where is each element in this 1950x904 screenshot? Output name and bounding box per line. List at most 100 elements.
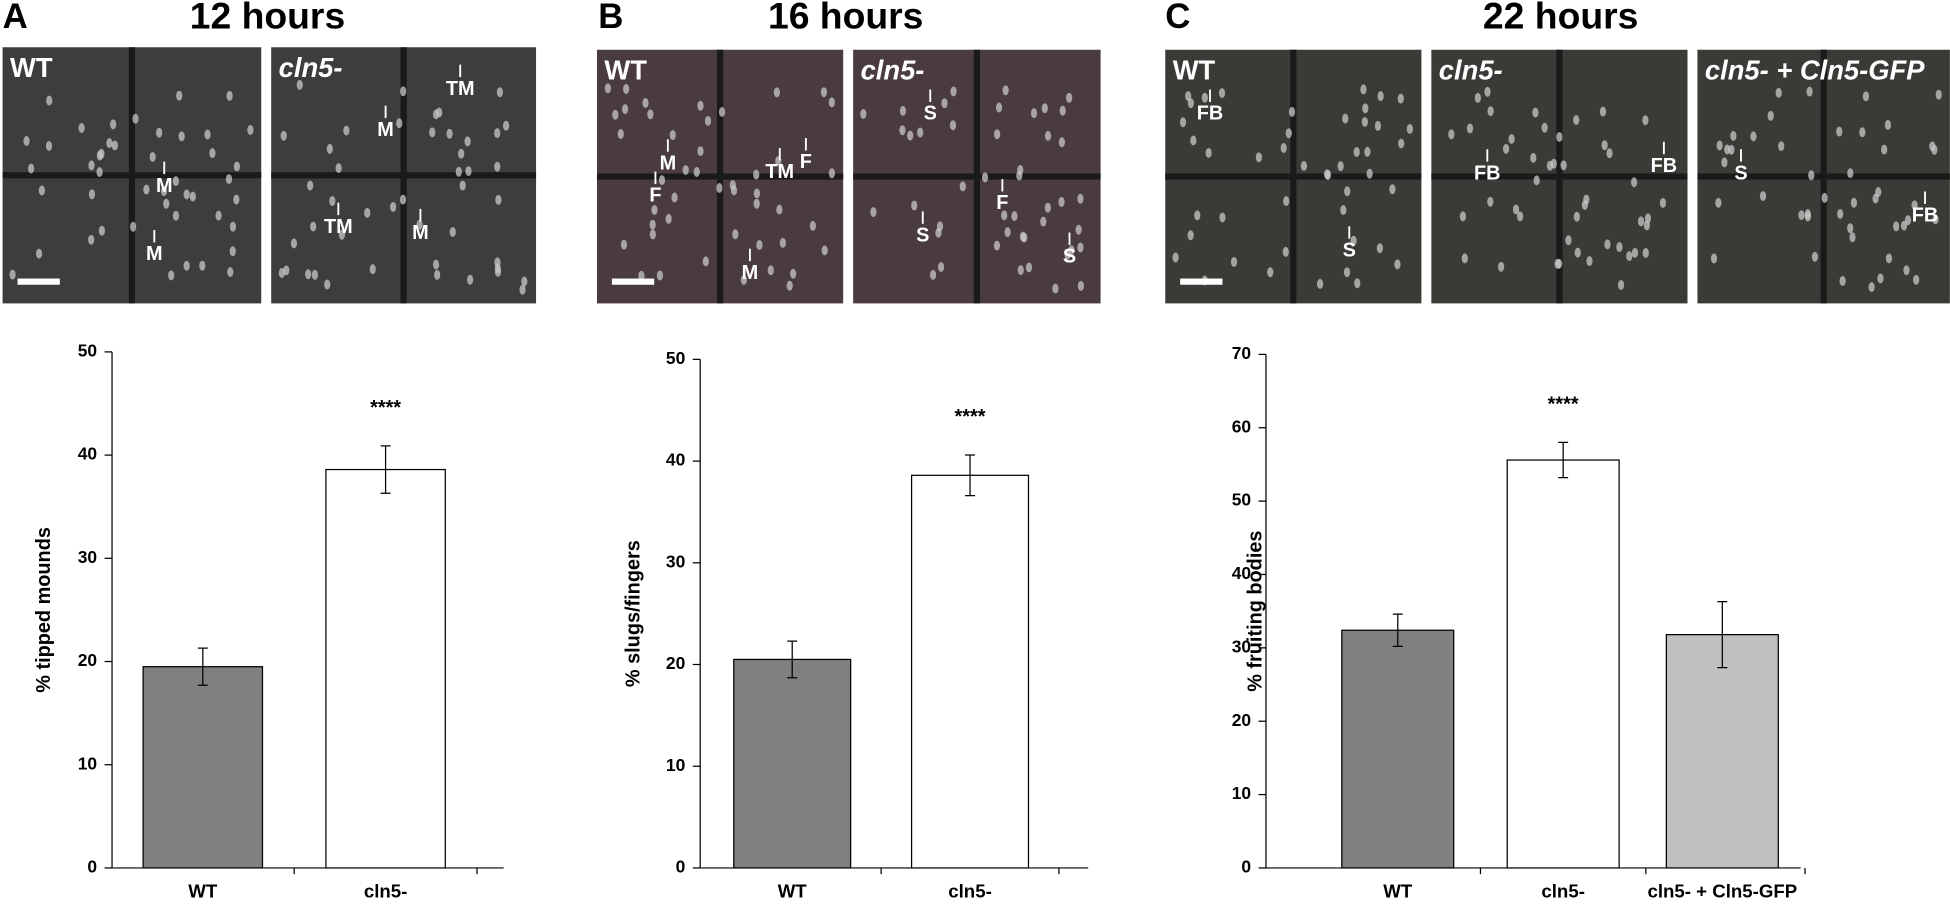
specimen [1884,119,1892,130]
specimen [911,200,918,211]
specimen [311,269,319,280]
specimen [682,165,689,176]
specimen [649,219,656,230]
specimen [753,198,760,209]
specimen [1448,129,1455,140]
specimen [1487,106,1494,117]
specimen [1904,215,1912,226]
specimen [1574,247,1581,258]
specimen [88,160,95,171]
specimen [929,269,937,280]
specimen [1267,267,1274,278]
specimen [1601,140,1608,151]
specimen [649,229,656,240]
specimen [199,260,206,271]
specimen [1642,247,1649,258]
y-tick-label: 0 [676,857,686,877]
panel-title: 12 hours [190,0,345,37]
y-tick-label: 60 [1232,416,1251,436]
x-tick-label: cln5- [948,881,992,902]
specimen [1935,89,1942,100]
specimen [1179,117,1187,128]
specimen [1721,157,1728,168]
specimen [809,220,816,231]
image-label: WT [1173,54,1216,85]
specimen [149,151,156,162]
specimen [1616,242,1623,253]
specimen [907,130,914,141]
specimen [718,106,726,117]
specimen [1459,211,1467,222]
specimen [494,128,501,139]
specimen [1280,143,1287,153]
annotation: S [924,103,937,125]
error-bar [1717,601,1728,669]
y-axis-label: % slugs/fingers [623,540,645,687]
specimen [693,166,700,177]
specimen [1044,130,1052,141]
specimen [1317,278,1324,289]
specimen [1836,126,1843,137]
specimen [950,86,957,97]
specimen [959,181,966,192]
specimen [993,240,1001,251]
specimen [1044,202,1051,213]
specimen [296,79,303,90]
specimen [1205,147,1212,158]
specimen [1019,231,1027,242]
specimen [658,175,666,186]
y-tick-label: 10 [78,753,97,773]
specimen [1631,247,1639,258]
specimen [1868,282,1875,293]
specimen [390,201,397,212]
scale-bar [611,278,655,285]
specimen [1581,199,1588,210]
specimen [995,102,1003,113]
specimen [396,118,403,129]
specimen [638,270,645,281]
specimen [620,239,628,250]
specimen [1630,177,1638,188]
specimen [1058,196,1065,207]
specimen [229,221,237,232]
specimen [1285,128,1292,139]
y-tick-label: 30 [666,551,685,571]
specimen [1017,265,1024,276]
specimen [1767,110,1774,121]
specimen [642,97,649,108]
specimen [1350,235,1357,246]
specimen [790,268,797,279]
annotation: TM [765,161,794,183]
specimen [1903,265,1910,276]
error-bar [1558,441,1569,479]
specimen [9,269,16,280]
specimen [937,262,945,273]
specimen [290,238,298,249]
panel-letter: C [1165,0,1190,36]
specimen [283,265,290,276]
specimen [1637,216,1645,227]
specimen [941,98,948,109]
specimen [78,123,85,133]
panel-letter: A [3,0,28,36]
specimen [786,280,793,291]
specimen [704,115,712,126]
image-label: cln5- [279,52,343,83]
specimen [612,109,619,120]
specimen [1710,253,1718,264]
specimen [1881,144,1888,155]
specimen [160,186,168,197]
specimen [1219,212,1226,223]
specimen [502,120,510,131]
specimen [617,128,624,139]
y-tick-label: 10 [666,755,685,775]
specimen [716,182,723,193]
specimen [1798,210,1805,221]
scale-bar [17,278,60,285]
specimen [1565,235,1572,246]
specimen [172,176,179,187]
specimen [465,166,472,177]
specimen [156,127,163,138]
specimen [343,125,350,136]
